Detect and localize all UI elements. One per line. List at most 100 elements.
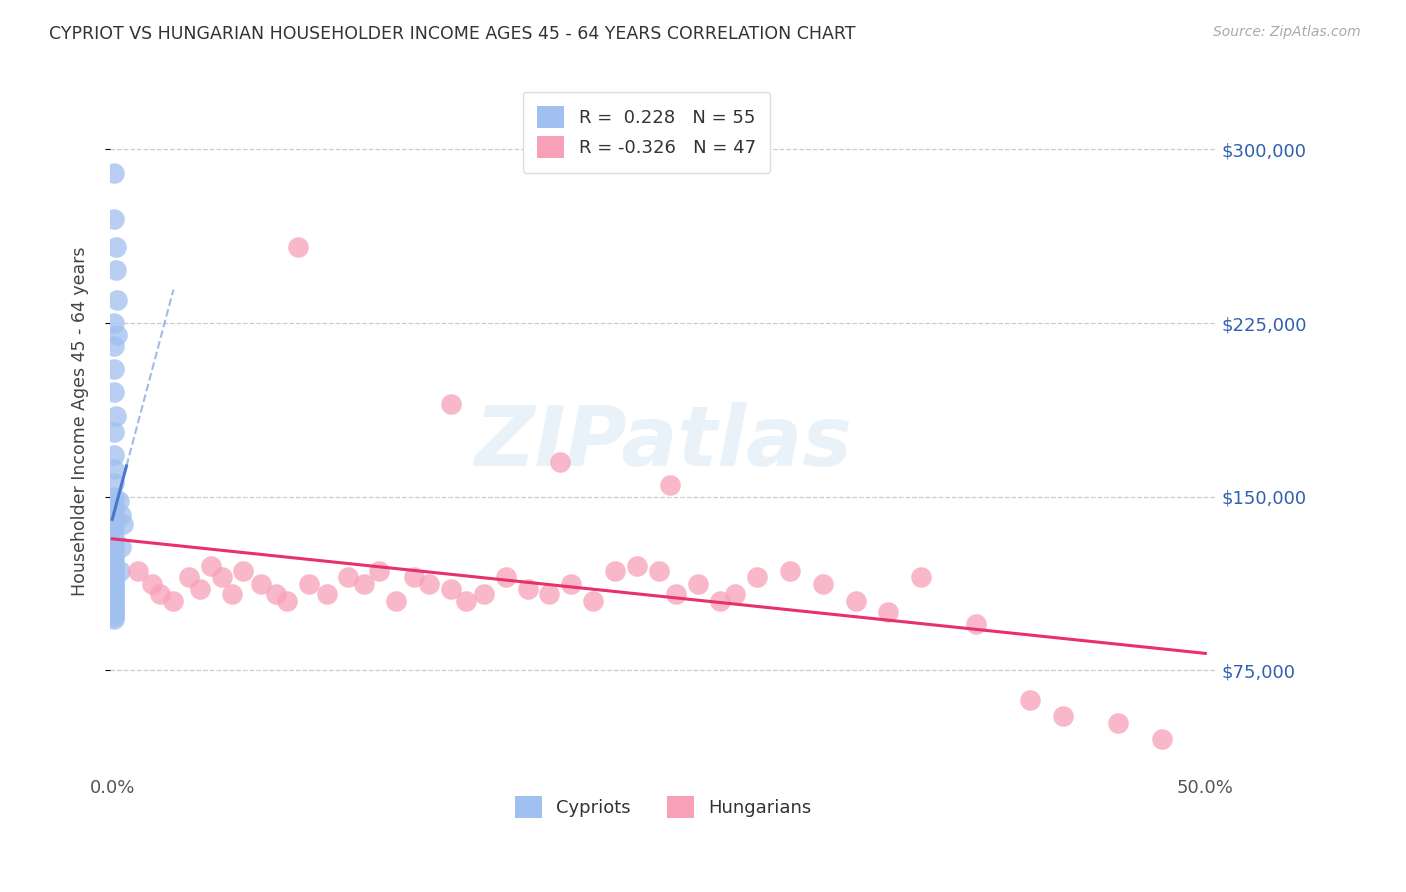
Point [353, 577, 375, 591]
Point [560, 577, 582, 591]
Point [582, 593, 605, 607]
Point [103, 568, 125, 582]
Point [103, 607, 125, 622]
Point [103, 609, 125, 624]
Point [103, 612, 125, 626]
Point [103, 577, 125, 591]
Point [1107, 716, 1129, 731]
Point [103, 425, 125, 439]
Point [110, 541, 132, 555]
Point [1019, 693, 1042, 707]
Point [103, 554, 125, 568]
Point [103, 600, 125, 615]
Point [103, 596, 125, 610]
Point [440, 397, 463, 411]
Point [845, 593, 868, 607]
Point [103, 561, 125, 575]
Point [177, 570, 200, 584]
Point [110, 508, 132, 522]
Point [104, 262, 127, 277]
Point [103, 519, 125, 533]
Point [315, 587, 337, 601]
Point [103, 362, 125, 376]
Point [287, 240, 309, 254]
Point [103, 549, 125, 564]
Point [747, 570, 769, 584]
Point [877, 605, 900, 619]
Point [910, 570, 932, 584]
Point [658, 478, 681, 492]
Point [128, 564, 150, 578]
Point [103, 589, 125, 603]
Point [103, 166, 125, 180]
Point [103, 541, 125, 555]
Point [665, 587, 688, 601]
Point [103, 475, 125, 490]
Point [105, 293, 128, 307]
Point [402, 570, 425, 584]
Point [103, 564, 125, 578]
Point [104, 409, 127, 423]
Point [626, 558, 648, 573]
Point [264, 587, 287, 601]
Point [250, 577, 273, 591]
Point [495, 570, 517, 584]
Y-axis label: Householder Income Ages 45 - 64 years: Householder Income Ages 45 - 64 years [72, 246, 89, 596]
Point [456, 593, 478, 607]
Point [232, 564, 254, 578]
Point [724, 587, 747, 601]
Point [276, 593, 298, 607]
Point [648, 564, 671, 578]
Point [188, 582, 211, 596]
Point [811, 577, 834, 591]
Point [550, 455, 572, 469]
Point [103, 573, 125, 587]
Point [103, 535, 125, 549]
Point [162, 593, 184, 607]
Point [103, 545, 125, 559]
Point [103, 570, 125, 584]
Point [516, 582, 538, 596]
Point [103, 575, 125, 590]
Point [221, 587, 243, 601]
Point [688, 577, 710, 591]
Point [104, 240, 127, 254]
Point [103, 580, 125, 594]
Point [1052, 709, 1074, 723]
Legend: Cypriots, Hungarians: Cypriots, Hungarians [508, 789, 818, 825]
Point [103, 587, 125, 601]
Point [103, 385, 125, 400]
Point [103, 513, 125, 527]
Point [709, 593, 731, 607]
Point [103, 582, 125, 596]
Point [368, 564, 391, 578]
Point [103, 448, 125, 462]
Point [103, 529, 125, 543]
Point [103, 496, 125, 510]
Text: Source: ZipAtlas.com: Source: ZipAtlas.com [1213, 25, 1361, 39]
Point [108, 494, 131, 508]
Text: CYPRIOT VS HUNGARIAN HOUSEHOLDER INCOME AGES 45 - 64 YEARS CORRELATION CHART: CYPRIOT VS HUNGARIAN HOUSEHOLDER INCOME … [49, 25, 856, 43]
Point [965, 616, 987, 631]
Point [103, 584, 125, 599]
Point [779, 564, 801, 578]
Point [418, 577, 440, 591]
Point [385, 593, 408, 607]
Point [103, 558, 125, 573]
Point [105, 327, 128, 342]
Point [103, 599, 125, 613]
Point [298, 577, 321, 591]
Point [103, 591, 125, 606]
Point [149, 587, 172, 601]
Point [103, 490, 125, 504]
Point [103, 462, 125, 476]
Point [538, 587, 561, 601]
Point [103, 566, 125, 580]
Point [337, 570, 360, 584]
Point [103, 316, 125, 330]
Point [211, 570, 233, 584]
Point [200, 558, 222, 573]
Point [1150, 732, 1173, 747]
Point [103, 506, 125, 520]
Point [103, 603, 125, 617]
